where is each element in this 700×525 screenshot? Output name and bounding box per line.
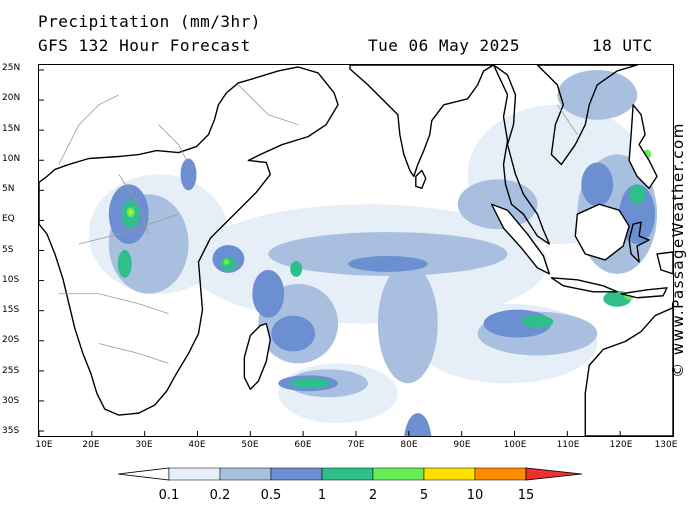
legend-swatch bbox=[423, 467, 476, 481]
latitude-label: 30S bbox=[2, 395, 20, 406]
precipitation-legend bbox=[118, 467, 583, 481]
forecast-time: 18 UTC bbox=[592, 36, 653, 55]
latitude-label: 25N bbox=[2, 63, 21, 73]
latitude-label: 10N bbox=[2, 153, 21, 164]
latitude-label: 25S bbox=[2, 365, 20, 376]
longitude-label: 100E bbox=[503, 440, 527, 450]
latitude-label: 35S bbox=[2, 426, 20, 436]
forecast-label: GFS 132 Hour Forecast bbox=[38, 36, 251, 55]
longitude-label: 10E bbox=[35, 440, 53, 450]
legend-label: 0.5 bbox=[260, 488, 282, 503]
latitude-label: 15S bbox=[2, 305, 20, 315]
longitude-label: 20E bbox=[82, 440, 100, 450]
forecast-date: Tue 06 May 2025 bbox=[368, 36, 520, 55]
legend-swatch bbox=[525, 467, 583, 481]
legend-swatch bbox=[168, 467, 221, 481]
legend-label: 0.1 bbox=[158, 488, 180, 503]
latitude-label: 10S bbox=[2, 274, 20, 285]
latitude-label: 20S bbox=[2, 335, 20, 346]
longitude-label: 120E bbox=[609, 440, 633, 450]
legend-label: 2 bbox=[368, 488, 378, 503]
longitude-label: 30E bbox=[135, 440, 153, 450]
longitude-label: 50E bbox=[241, 440, 259, 450]
legend-swatch bbox=[270, 467, 323, 481]
legend-label: 0.2 bbox=[209, 488, 231, 503]
latitude-label: 5N bbox=[2, 184, 15, 194]
legend-label: 1 bbox=[317, 488, 327, 503]
longitude-label: 110E bbox=[556, 440, 580, 450]
latitude-label: 20N bbox=[2, 93, 21, 104]
legend-label: 10 bbox=[466, 488, 484, 503]
border-layer bbox=[58, 84, 578, 364]
legend-label: 15 bbox=[517, 488, 535, 503]
site-watermark: © www.PassageWeather.com bbox=[669, 122, 687, 378]
graticule-ticks bbox=[39, 69, 673, 436]
legend-swatch bbox=[321, 467, 374, 481]
precipitation-layer bbox=[88, 69, 658, 436]
longitude-label: 90E bbox=[453, 440, 471, 450]
latitude-label: 15N bbox=[2, 123, 21, 134]
legend-swatch bbox=[372, 467, 425, 481]
legend-swatch bbox=[219, 467, 272, 481]
longitude-label: 130E bbox=[654, 440, 678, 450]
longitude-label: 70E bbox=[347, 440, 365, 450]
legend-swatch bbox=[118, 467, 170, 481]
longitude-label: 80E bbox=[400, 440, 418, 450]
legend-label: 5 bbox=[419, 488, 429, 503]
latitude-label: EQ bbox=[2, 214, 15, 225]
precipitation-map bbox=[38, 64, 674, 437]
latitude-label: 5S bbox=[2, 244, 14, 255]
map-title: Precipitation (mm/3hr) bbox=[38, 12, 261, 31]
coastline-layer bbox=[39, 65, 673, 436]
longitude-label: 40E bbox=[188, 440, 206, 450]
legend-swatch bbox=[474, 467, 527, 481]
longitude-label: 60E bbox=[294, 440, 312, 450]
